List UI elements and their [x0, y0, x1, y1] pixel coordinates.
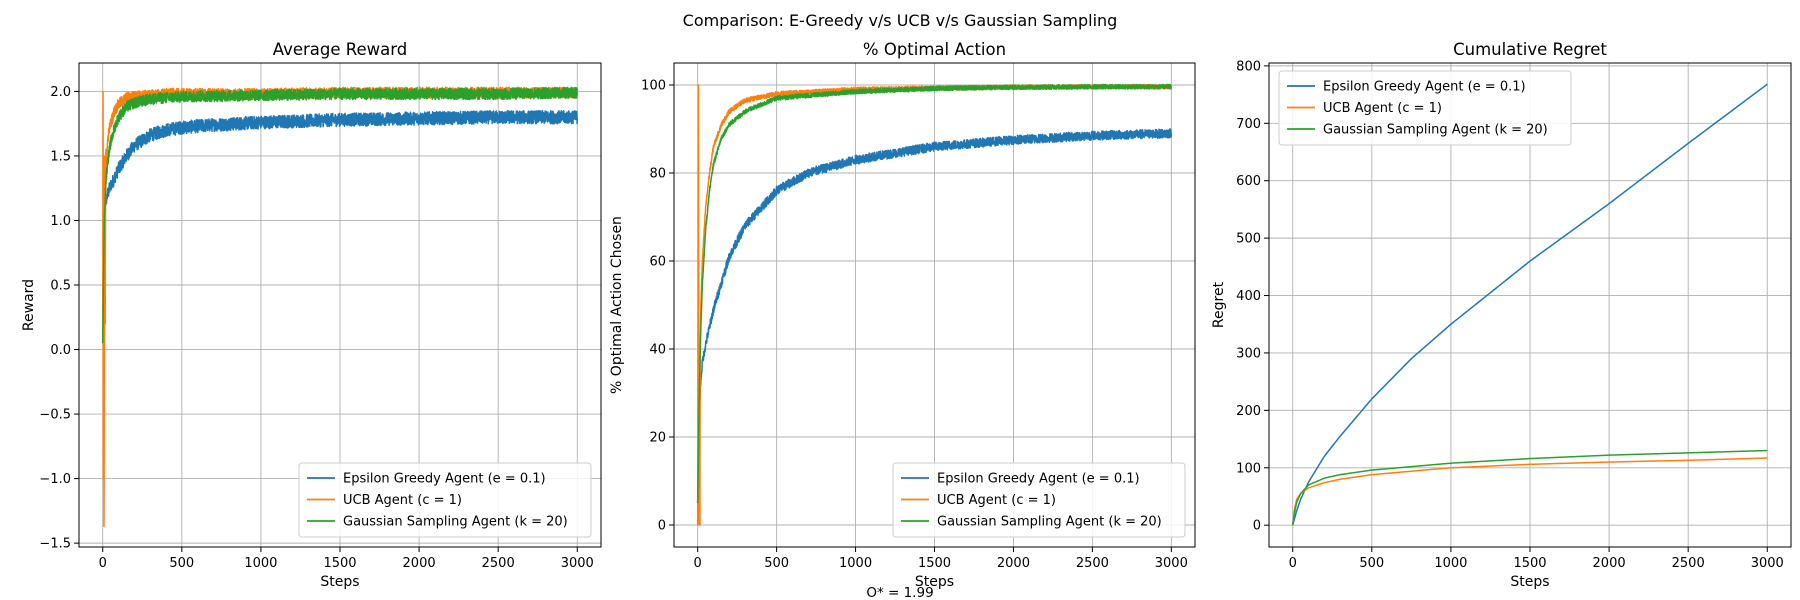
- y-tick-label: 100: [641, 79, 666, 94]
- y-axis-label: Regret: [1211, 281, 1227, 328]
- x-tick-label: 2500: [1076, 556, 1109, 571]
- x-tick-label: 0: [1289, 556, 1297, 571]
- legend-box: [1278, 70, 1572, 146]
- series-line-gauss: [696, 83, 1172, 504]
- legend-label: Gaussian Sampling Agent (k = 20): [937, 515, 1162, 530]
- figure-title: Comparison: E-Greedy v/s UCB v/s Gaussia…: [683, 11, 1118, 30]
- axes-layer: 0 500 1000 1500 2000 2500 3000−1.5−1.0−0.50.00…: [21, 40, 1792, 590]
- series-line-ucb: [1291, 457, 1768, 526]
- x-tick-label: 1000: [244, 556, 277, 571]
- y-axis-label: Reward: [21, 279, 37, 331]
- legend-label: Gaussian Sampling Agent (k = 20): [343, 515, 568, 530]
- x-tick-label: 3000: [1155, 556, 1188, 571]
- subplot-title: % Optimal Action: [863, 40, 1006, 59]
- x-axis-label: Steps: [1510, 574, 1549, 590]
- series-line-eps: [101, 109, 579, 337]
- x-tick-label: 3000: [561, 556, 594, 571]
- x-tick-label: 1500: [1513, 556, 1546, 571]
- legend-label: UCB Agent (c = 1): [1323, 101, 1442, 116]
- x-tick-label: 1500: [323, 556, 356, 571]
- legend-label: UCB Agent (c = 1): [343, 493, 462, 508]
- y-tick-label: 0: [658, 519, 666, 534]
- y-tick-label: −1.0: [39, 472, 71, 487]
- legend-box: [298, 462, 592, 538]
- y-tick-label: 300: [1236, 346, 1261, 361]
- x-axis-label: Steps: [915, 574, 954, 590]
- y-tick-label: 500: [1236, 232, 1261, 247]
- x-tick-label: 1000: [839, 556, 872, 571]
- y-tick-label: 0: [1253, 519, 1261, 534]
- series-line-eps: [1292, 83, 1768, 526]
- subplot-2: 0 500 1000 1500 2000 2500 3000 0 20 40 60 80 100 % Op…: [609, 40, 1196, 590]
- x-tick-label: 3000: [1751, 556, 1784, 571]
- y-tick-label: 0.0: [50, 343, 71, 358]
- legend-label: UCB Agent (c = 1): [937, 493, 1056, 508]
- x-tick-label: 2000: [1593, 556, 1626, 571]
- legend-label: Epsilon Greedy Agent (e = 0.1): [1323, 80, 1526, 95]
- subplot-title: Cumulative Regret: [1453, 40, 1607, 59]
- y-tick-label: 1.5: [50, 149, 71, 164]
- y-tick-label: 40: [649, 343, 666, 358]
- y-tick-label: 20: [649, 431, 666, 446]
- legend-label: Epsilon Greedy Agent (e = 0.1): [343, 472, 546, 487]
- legend-label: Gaussian Sampling Agent (k = 20): [1323, 123, 1548, 138]
- x-tick-label: 0: [694, 556, 702, 571]
- y-tick-label: 200: [1236, 404, 1261, 419]
- y-tick-label: 80: [649, 167, 666, 182]
- x-tick-label: 2000: [997, 556, 1030, 571]
- subplot-title: Average Reward: [273, 40, 407, 59]
- x-tick-label: 500: [169, 556, 194, 571]
- x-tick-label: 1000: [1434, 556, 1467, 571]
- y-tick-label: 400: [1236, 289, 1261, 304]
- x-tick-label: 500: [1359, 556, 1384, 571]
- legend: Epsilon Greedy Agent (e = 0.1) UCB Agent …: [1278, 70, 1572, 146]
- footnote: O* = 1.99: [866, 585, 933, 600]
- legend: Epsilon Greedy Agent (e = 0.1) UCB Agent …: [892, 462, 1186, 538]
- series-line-gauss: [1291, 449, 1768, 526]
- y-tick-label: 2.0: [50, 85, 71, 100]
- legend-box: [892, 462, 1186, 538]
- series-line-eps: [696, 128, 1173, 504]
- y-tick-label: 1.0: [50, 214, 71, 229]
- legend: Epsilon Greedy Agent (e = 0.1) UCB Agent …: [298, 462, 592, 538]
- y-tick-label: 0.5: [50, 278, 71, 293]
- x-tick-label: 0: [99, 556, 107, 571]
- x-axis-label: Steps: [320, 574, 359, 590]
- y-tick-label: −0.5: [39, 408, 71, 423]
- x-tick-label: 2500: [1672, 556, 1705, 571]
- y-tick-label: 60: [649, 255, 666, 270]
- y-tick-label: 100: [1236, 461, 1261, 476]
- subplot-3: 0 500 1000 1500 2000 2500 3000 0 100 200 300 400 500…: [1211, 40, 1792, 590]
- y-tick-label: −1.5: [39, 537, 71, 552]
- x-tick-label: 2000: [403, 556, 436, 571]
- x-tick-label: 2500: [482, 556, 515, 571]
- subplot-1: 0 500 1000 1500 2000 2500 3000 −1.5 −1.0 −0.5 0.0 0…: [21, 40, 602, 590]
- y-tick-label: 600: [1236, 174, 1261, 189]
- y-tick-label: 700: [1236, 117, 1261, 132]
- y-tick-label: 800: [1236, 59, 1261, 74]
- x-tick-label: 500: [764, 556, 789, 571]
- series-line-gauss: [101, 86, 579, 344]
- y-axis-label: % Optimal Action Chosen: [609, 216, 625, 394]
- x-tick-label: 1500: [918, 556, 951, 571]
- legend-label: Epsilon Greedy Agent (e = 0.1): [937, 472, 1140, 487]
